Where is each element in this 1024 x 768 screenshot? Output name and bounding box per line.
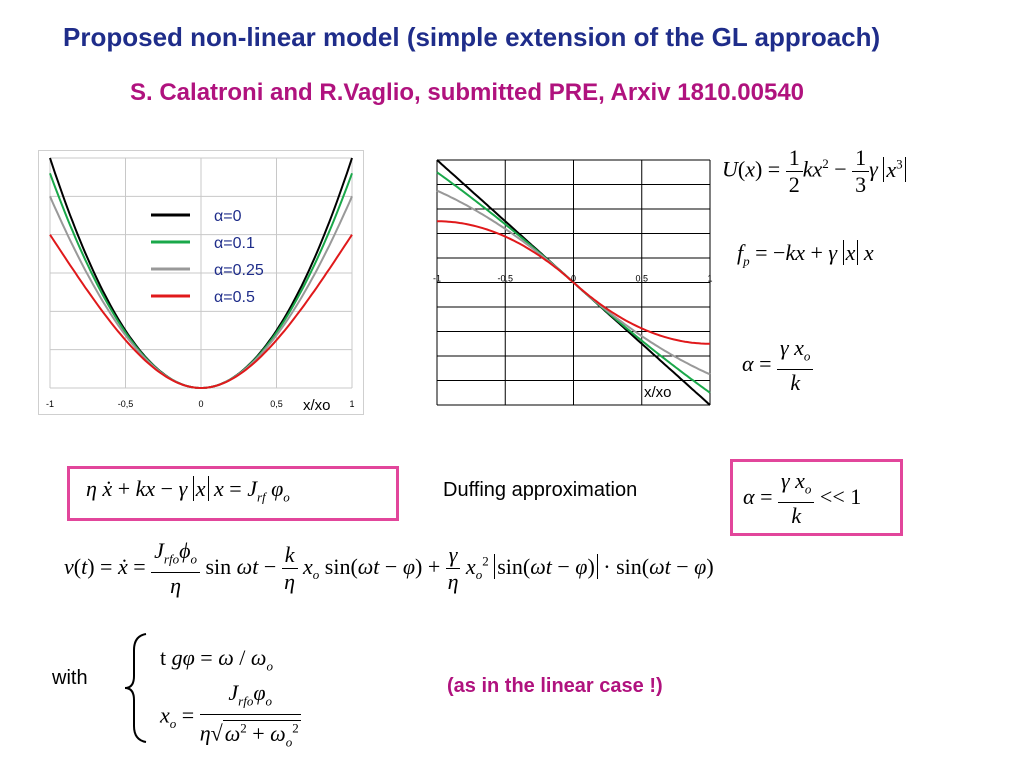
tick-label: 0,5: [635, 274, 648, 284]
force-equation: fp = −kx + γ x x: [737, 240, 874, 269]
tick-label: -1: [433, 274, 441, 284]
tick-label: 0: [571, 274, 576, 284]
slide-title: Proposed non-linear model (simple extens…: [63, 22, 881, 52]
alpha-condition-box: [730, 459, 903, 536]
curve-alpha-0.5: [437, 220, 711, 345]
amplitude-equation: xo = Jrfoφo η√ω2 + ωo2: [160, 680, 301, 750]
potential-chart-xlabel: x/xo: [303, 397, 331, 414]
alpha-condition: α = γ xo k << 1: [743, 468, 862, 529]
curve-alpha-0.5: [49, 234, 353, 390]
linear-case-note: (as in the linear case !): [447, 675, 663, 697]
slide-subtitle: S. Calatroni and R.Vaglio, submitted PRE…: [130, 79, 805, 106]
legend-label: α=0.5: [214, 289, 255, 306]
force-chart-xlabel: x/xo: [644, 384, 672, 401]
tick-label: 1: [349, 399, 354, 409]
potential-chart-legend: α=0 α=0.1 α=0.25 α=0.5: [151, 208, 264, 306]
tick-label: 0,5: [270, 399, 283, 409]
duffing-equation-box: [67, 466, 399, 521]
tick-label: -1: [46, 399, 54, 409]
potential-chart-curves: [49, 157, 353, 390]
force-chart-ticks: -1 -0,5 0 0,5 1: [433, 274, 713, 284]
legend-label: α=0.1: [214, 235, 255, 252]
phase-equation: t gφ = ω / ωo: [160, 645, 273, 674]
brace-icon: [124, 633, 147, 743]
legend-label: α=0: [214, 208, 242, 225]
duffing-equation: η ẋ + kx − γ x x = Jrf φo: [86, 476, 290, 505]
potential-chart-ticks: -1 -0,5 0 0,5 1: [46, 399, 355, 409]
tick-label: -0,5: [118, 399, 134, 409]
force-chart: -1 -0,5 0 0,5 1 x/xo: [433, 159, 713, 406]
force-chart-grid: [436, 159, 711, 406]
tick-label: 0: [198, 399, 203, 409]
alpha-definition: α = γ xo k: [742, 335, 814, 396]
force-chart-curves: [436, 159, 711, 406]
potential-chart: -1 -0,5 0 0,5 1 x/xo α=0 α=0.1 α=0.25 α=0.5: [38, 150, 364, 415]
legend-label: α=0.25: [214, 262, 264, 279]
duffing-label: Duffing approximation: [443, 479, 638, 501]
tick-label: 1: [707, 274, 712, 284]
with-label: with: [52, 667, 88, 689]
tick-label: -0,5: [497, 274, 513, 284]
